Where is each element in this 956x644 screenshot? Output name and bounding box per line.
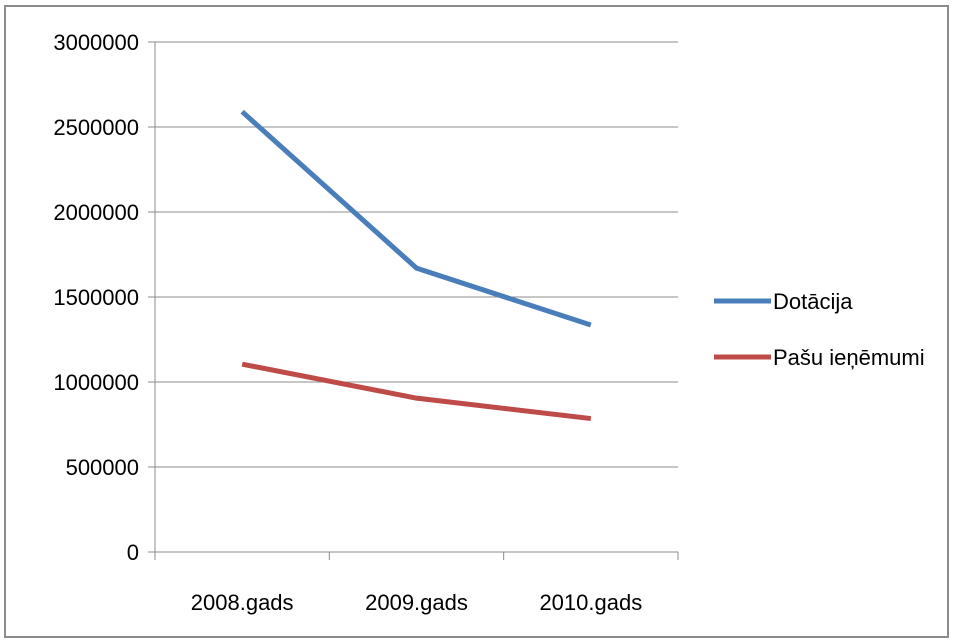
legend-label: Dotācija xyxy=(773,289,853,314)
y-tick-label: 0 xyxy=(127,540,139,565)
x-tick-label: 2009.gads xyxy=(365,590,468,615)
series-line-1 xyxy=(240,109,592,328)
y-tick-label: 3000000 xyxy=(53,30,139,55)
y-tick-label: 1000000 xyxy=(53,370,139,395)
y-tick-label: 2500000 xyxy=(53,115,139,140)
gridlines xyxy=(155,41,678,468)
x-tick-label: 2010.gads xyxy=(539,590,642,615)
series-lines xyxy=(240,109,592,422)
y-tick-labels: 0 500000 1000000 1500000 2000000 2500000 30000… xyxy=(53,30,139,565)
legend: Dotācija Pašu ieņēmumi xyxy=(714,289,925,370)
series-line-2 xyxy=(241,361,592,422)
y-tick-label: 1500000 xyxy=(53,285,139,310)
y-tick-label: 2000000 xyxy=(53,200,139,225)
chart-frame xyxy=(4,5,949,638)
x-tick-labels: 2008.gads 2009.gads 2010.gads xyxy=(191,590,642,615)
y-tick-label: 500000 xyxy=(66,455,139,480)
x-tick-label: 2008.gads xyxy=(191,590,294,615)
legend-label: Pašu ieņēmumi xyxy=(773,345,925,370)
axes xyxy=(148,41,679,560)
